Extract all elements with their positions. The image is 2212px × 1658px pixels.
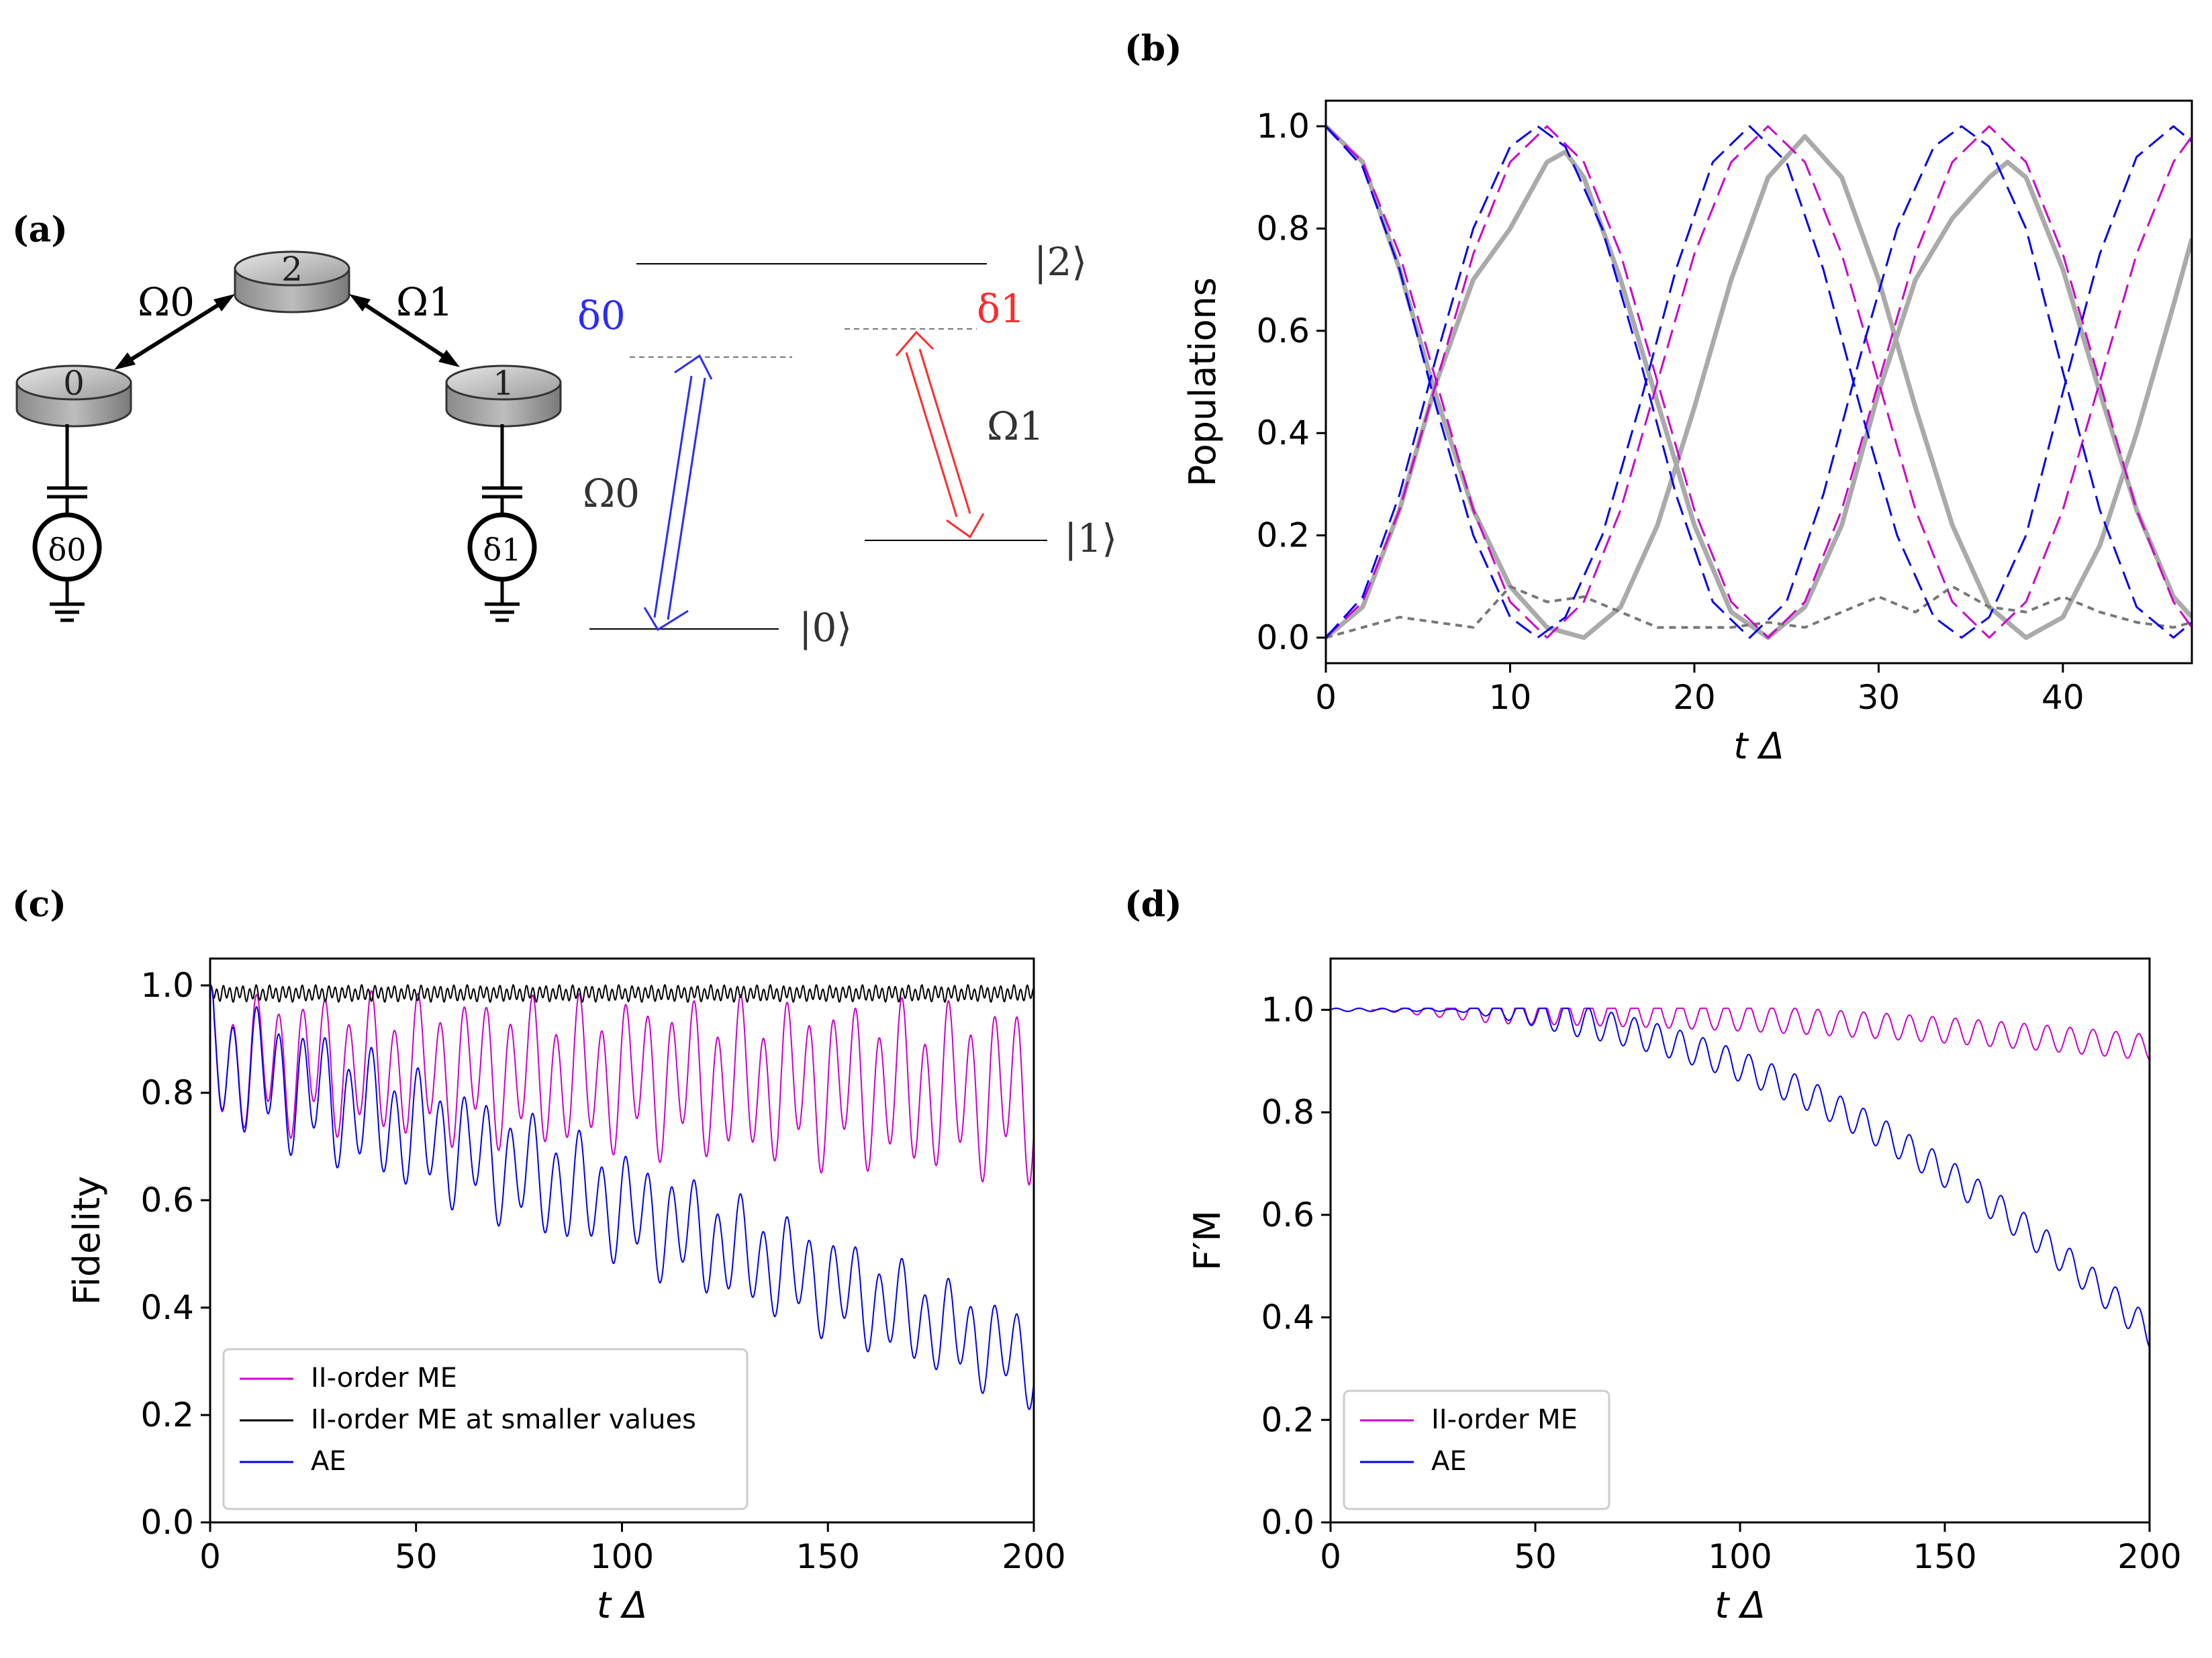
level-2-label: |2⟩ bbox=[1034, 239, 1087, 285]
x-tick-label: 50 bbox=[1514, 1537, 1557, 1576]
series-group bbox=[1326, 124, 2192, 640]
x-tick-label: 100 bbox=[1708, 1537, 1772, 1576]
laser-arrow-omega0 bbox=[643, 354, 713, 632]
level-0-label: |0⟩ bbox=[799, 605, 852, 650]
x-tick-label: 0 bbox=[1320, 1537, 1341, 1576]
legend-entry: AE bbox=[1431, 1446, 1467, 1477]
y-tick-label: 0.8 bbox=[140, 1073, 194, 1112]
energy-levels bbox=[589, 263, 1047, 630]
x-tick-label: 0 bbox=[1315, 678, 1337, 717]
y-tick-label: 0.0 bbox=[140, 1503, 194, 1542]
ground-circuit-1 bbox=[467, 424, 537, 622]
detuning-delta0: δ0 bbox=[577, 293, 626, 338]
y-tick-label: 0.2 bbox=[140, 1396, 194, 1434]
plot-frame bbox=[1325, 99, 2193, 665]
legend-box bbox=[222, 1348, 749, 1510]
y-tick-label: 1.0 bbox=[1261, 990, 1314, 1029]
series-line-3 bbox=[1326, 125, 2192, 639]
y-tick-label: 0.4 bbox=[1261, 1298, 1314, 1337]
chart-c: 0 50 100 150 200 0.0 0.2 0.4 0.6 0.8 1.0 t Δ Fidelit… bbox=[66, 957, 1066, 1626]
x-axis-label: t Δ bbox=[597, 1584, 647, 1626]
x-tick-label: 20 bbox=[1673, 678, 1716, 717]
series-group bbox=[210, 984, 1034, 1410]
x-axis-label: t Δ bbox=[1715, 1584, 1765, 1626]
y-tick-label: 0.8 bbox=[1261, 1093, 1314, 1132]
x-tick-label: 150 bbox=[1913, 1537, 1976, 1576]
panel-d: (d) 0 50 100 150 200 0.0 0.2 0.4 0.6 0.8 1.0 t Δ F′M… bbox=[1124, 884, 2182, 1626]
x-tick-label: 100 bbox=[590, 1537, 654, 1576]
y-tick-label: 0.2 bbox=[1261, 1400, 1314, 1439]
panel-b-label: (b) bbox=[1124, 28, 1182, 69]
chart-b: 0 10 20 30 40 0.0 0.2 0.4 0.6 0.8 1.0 t Δ Population… bbox=[1182, 99, 2193, 767]
y-axis-label: Fidelity bbox=[66, 1176, 108, 1306]
series-line-6 bbox=[1326, 125, 2192, 639]
series-line-0 bbox=[1331, 1008, 2150, 1061]
chart-d: 0 50 100 150 200 0.0 0.2 0.4 0.6 0.8 1.0 t Δ F′M II-o… bbox=[1186, 957, 2182, 1626]
ground-circuit-0 bbox=[32, 424, 102, 622]
detuning-node-1: δ1 bbox=[483, 532, 522, 568]
y-tick-label: 1.0 bbox=[140, 966, 194, 1005]
x-tick-label: 0 bbox=[199, 1537, 221, 1576]
x-tick-label: 30 bbox=[1858, 678, 1901, 717]
series-line-1 bbox=[1331, 1008, 2150, 1349]
y-axis-label: Populations bbox=[1182, 277, 1224, 487]
y-tick-label: 0.6 bbox=[1261, 1196, 1314, 1234]
series-line-0 bbox=[1326, 124, 2192, 640]
y-tick-label: 0.0 bbox=[1256, 618, 1310, 657]
x-axis-label: t Δ bbox=[1733, 725, 1784, 767]
series-line-5 bbox=[1326, 125, 2192, 639]
detuning-node-0: δ0 bbox=[48, 532, 87, 568]
legend: II-order ME AE bbox=[1343, 1389, 1610, 1510]
coupling-label-omega1: Ω1 bbox=[396, 279, 453, 325]
y-tick-label: 0.4 bbox=[1256, 413, 1310, 452]
laser-label-omega1: Ω1 bbox=[987, 403, 1044, 449]
series-line-4 bbox=[1326, 125, 2192, 639]
qubit-node-0: 0 bbox=[15, 364, 132, 428]
node-1-label: 1 bbox=[493, 364, 514, 403]
node-2-label: 2 bbox=[281, 250, 303, 289]
panel-b: (b) 0 10 20 30 40 0.0 0.2 0.4 0.6 0.8 1.0 t Δ Popula… bbox=[1124, 28, 2193, 767]
series-line-0 bbox=[210, 985, 1034, 1186]
laser-label-omega0: Ω0 bbox=[583, 471, 640, 516]
y-tick-label: 0.6 bbox=[140, 1181, 194, 1220]
level-1-label: |1⟩ bbox=[1064, 516, 1117, 561]
qubit-node-1: 1 bbox=[445, 364, 562, 428]
coupling-label-omega0: Ω0 bbox=[138, 279, 195, 325]
x-tick-label: 50 bbox=[395, 1537, 438, 1576]
qubit-node-2: 2 bbox=[234, 250, 350, 313]
panel-a-label: (a) bbox=[12, 209, 68, 250]
y-tick-label: 0.0 bbox=[1261, 1503, 1314, 1542]
x-tick-label: 10 bbox=[1489, 678, 1532, 717]
detuning-delta1: δ1 bbox=[977, 286, 1025, 332]
x-tick-label: 40 bbox=[2041, 678, 2084, 717]
x-tick-label: 150 bbox=[796, 1537, 860, 1576]
coupling-arrow-1 bbox=[349, 294, 460, 367]
series-line-2 bbox=[210, 984, 1034, 1410]
y-tick-label: 0.4 bbox=[140, 1288, 194, 1327]
x-tick-label: 200 bbox=[1002, 1537, 1065, 1576]
series-line-1 bbox=[210, 984, 1034, 1003]
legend-entry: II-order ME bbox=[1431, 1404, 1578, 1435]
panel-d-label: (d) bbox=[1124, 884, 1182, 925]
legend-entry: II-order ME bbox=[311, 1363, 457, 1394]
y-axis-label: F′M bbox=[1186, 1210, 1229, 1271]
panel-c-label: (c) bbox=[12, 884, 66, 925]
panel-a: (a) 2 0 1 Ω0 Ω1 bbox=[12, 209, 1117, 650]
legend: II-order ME II-order ME at smaller values… bbox=[222, 1348, 749, 1510]
legend-entry: AE bbox=[311, 1446, 346, 1477]
node-0-label: 0 bbox=[63, 364, 85, 403]
x-tick-label: 200 bbox=[2117, 1537, 2181, 1576]
legend-entry: II-order ME at smaller values bbox=[311, 1404, 696, 1435]
laser-arrow-omega1 bbox=[895, 330, 985, 539]
series-group bbox=[1331, 1008, 2150, 1349]
y-tick-label: 0.8 bbox=[1256, 209, 1310, 248]
y-tick-label: 1.0 bbox=[1256, 107, 1310, 146]
y-tick-label: 0.2 bbox=[1256, 516, 1310, 555]
series-line-2 bbox=[1326, 585, 2192, 639]
y-tick-label: 0.6 bbox=[1256, 311, 1310, 350]
panel-c: (c) 0 50 100 150 200 0.0 0.2 0.4 0.6 0.8 1.0 t Δ Fid… bbox=[12, 884, 1066, 1626]
coupling-arrow-0 bbox=[114, 294, 235, 370]
